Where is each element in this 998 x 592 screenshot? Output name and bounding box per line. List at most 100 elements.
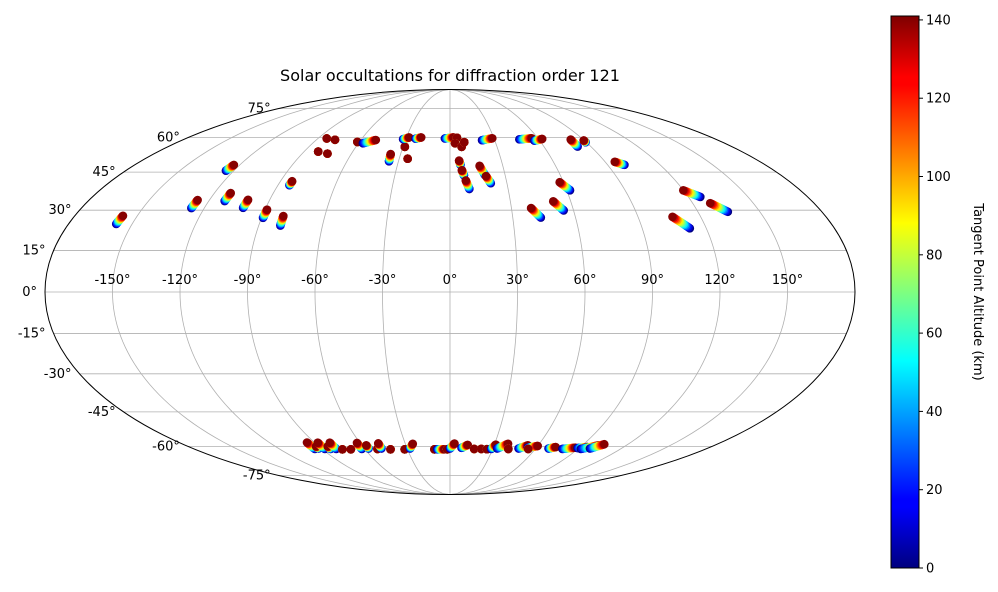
longitude-tick-label: 150° <box>772 273 803 288</box>
occultation-point <box>313 438 323 448</box>
occultation-point <box>523 444 533 454</box>
colorbar-tick-label: 0 <box>926 562 934 577</box>
longitude-tick-label: 90° <box>641 273 664 288</box>
occultation-point <box>118 211 128 221</box>
occultation-point <box>504 444 513 454</box>
occultation-point <box>678 185 688 195</box>
occultation-point <box>400 142 410 152</box>
occultation-point <box>488 133 497 143</box>
latitude-tick-label: -30° <box>44 367 72 382</box>
occultation-point <box>229 160 239 170</box>
occultation-point <box>226 188 235 198</box>
occultation-point <box>352 438 362 448</box>
longitude-tick-label: -90° <box>234 273 262 288</box>
graticule <box>45 89 855 495</box>
colorbar-tick-label: 60 <box>926 327 943 342</box>
occultation-point <box>416 133 426 142</box>
chart-title: Solar occultations for diffraction order… <box>280 66 620 85</box>
latitude-tick-label: -75° <box>243 468 271 483</box>
occultation-point <box>403 154 412 164</box>
occultation-point <box>323 149 332 158</box>
latitude-tick-label: -45° <box>88 405 116 420</box>
colorbar-gradient <box>890 15 920 569</box>
meridian-line <box>449 89 788 495</box>
longitude-tick-labels: -150° -120° -90° -60° -30° 0° 30° 60° 90° 120° 150… <box>94 273 803 288</box>
colorbar-tick-label: 100 <box>926 170 951 185</box>
latitude-tick-labels: -75° -60° -45° -30° -15° 0° 15° 30° 45° 60° 75° <box>18 102 271 484</box>
latitude-tick-label: 75° <box>248 102 271 117</box>
longitude-tick-label: 30° <box>506 273 529 288</box>
map-plot-area: -150° -120° -90° -60° -30° 0° 30° 60° 90° 120° 150… <box>18 89 856 495</box>
occultation-point <box>548 197 558 206</box>
occultation-point <box>450 138 460 148</box>
map-outline <box>44 89 856 495</box>
occultation-point <box>322 134 332 143</box>
occultation-point <box>302 438 312 447</box>
occultation-point <box>668 212 677 222</box>
latitude-tick-label: 15° <box>23 244 46 259</box>
occultation-point <box>705 198 715 208</box>
occultation-point <box>346 445 356 454</box>
meridian-line <box>179 89 451 495</box>
colorbar-tick-label: 20 <box>926 483 943 498</box>
latitude-tick-label: -15° <box>18 326 46 341</box>
latitude-tick-label: 30° <box>48 203 71 218</box>
occultation-point <box>408 439 418 449</box>
occultation-point <box>610 157 620 167</box>
occultation-point <box>279 211 288 221</box>
occultation-point <box>361 441 371 450</box>
occultation-point <box>579 136 588 145</box>
colorbar-tick-label: 140 <box>926 13 951 28</box>
occultation-point <box>313 147 323 156</box>
occultation-point <box>262 205 272 214</box>
occultation-point <box>526 203 536 213</box>
occultation-point <box>475 161 484 171</box>
occultation-point <box>287 176 297 186</box>
longitude-tick-label: 60° <box>573 273 596 288</box>
latitude-tick-label: 60° <box>157 131 180 146</box>
occultation-point <box>386 149 395 159</box>
occultation-point <box>330 135 340 145</box>
occultation-point <box>551 442 560 452</box>
occultation-point <box>555 177 564 187</box>
occultation-point <box>461 176 471 185</box>
occultation-point <box>371 135 381 145</box>
colorbar-tick-label: 40 <box>926 405 943 420</box>
meridian-line <box>449 89 721 495</box>
colorbar: 0 20 40 60 80 100 120 140 Tangent Point Altitud… <box>890 13 985 577</box>
occultation-point <box>193 195 202 205</box>
occultation-point <box>600 439 609 449</box>
colorbar-ticks: 0 20 40 60 80 100 120 140 <box>919 13 951 577</box>
occultation-point <box>404 133 414 142</box>
longitude-tick-label: -60° <box>301 273 329 288</box>
occultation-point <box>338 445 347 454</box>
colorbar-tick-label: 80 <box>926 248 943 263</box>
occultation-point <box>566 135 575 144</box>
colorbar-label: Tangent Point Altitude (km) <box>970 202 985 380</box>
longitude-tick-label: -30° <box>369 273 397 288</box>
occultation-point <box>325 438 335 448</box>
longitude-tick-label: -120° <box>162 273 198 288</box>
occultation-point <box>459 137 469 147</box>
occultation-point <box>463 440 473 450</box>
occultation-point <box>373 439 383 448</box>
occultation-point <box>469 444 479 454</box>
longitude-tick-label: 0° <box>443 273 458 288</box>
occultation-point <box>537 134 547 144</box>
longitude-tick-label: 120° <box>704 273 735 288</box>
occultation-point <box>243 195 253 205</box>
occultation-point <box>454 156 464 165</box>
colorbar-tick-label: 120 <box>926 92 951 107</box>
longitude-tick-label: -150° <box>94 273 130 288</box>
latitude-tick-label: -60° <box>152 439 180 454</box>
occultation-point <box>450 439 459 448</box>
occultation-point <box>533 441 542 451</box>
latitude-tick-label: 0° <box>22 285 37 300</box>
occultation-points <box>111 133 733 454</box>
latitude-tick-label: 45° <box>93 165 116 180</box>
occultation-point <box>457 165 467 175</box>
meridian-line <box>112 89 451 495</box>
occultation-point <box>481 171 491 181</box>
occultation-point <box>386 445 395 454</box>
